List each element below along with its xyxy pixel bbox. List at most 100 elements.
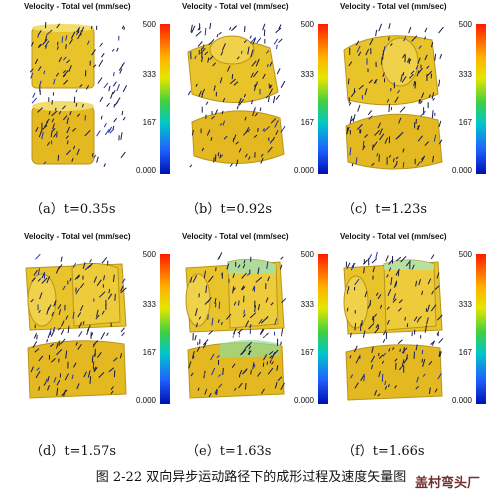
velocity-vector xyxy=(438,26,444,34)
velocity-vector xyxy=(371,346,374,353)
velocity-vector xyxy=(394,96,399,103)
velocity-vector xyxy=(121,110,124,116)
velocity-vector xyxy=(417,57,421,64)
velocity-vector xyxy=(399,106,406,113)
tick-500: 500 xyxy=(142,20,156,29)
velocity-vector xyxy=(272,136,275,141)
velocity-vector xyxy=(93,353,97,357)
velocity-vector xyxy=(79,84,83,88)
velocity-vector xyxy=(217,152,220,157)
velocity-vector xyxy=(249,312,257,319)
velocity-vector xyxy=(44,121,49,128)
velocity-vector xyxy=(375,323,379,328)
velocity-vector xyxy=(31,277,36,282)
velocity-vector xyxy=(122,116,126,121)
velocity-vector xyxy=(372,141,378,148)
velocity-vector xyxy=(280,328,284,337)
velocity-vector xyxy=(51,118,55,123)
velocity-vector xyxy=(242,368,248,374)
velocity-vector xyxy=(209,55,214,60)
velocity-vector xyxy=(109,128,115,134)
velocity-vector xyxy=(100,332,106,340)
velocity-vector xyxy=(279,264,283,270)
velocity-vector xyxy=(396,89,401,94)
velocity-vector xyxy=(201,93,203,98)
velocity-vector xyxy=(65,315,69,320)
velocity-vector xyxy=(408,58,412,63)
velocity-vector xyxy=(106,332,109,336)
velocity-vector xyxy=(249,324,252,329)
tick-0: 0.000 xyxy=(451,396,472,405)
velocity-vector xyxy=(210,137,213,141)
velocity-vector xyxy=(92,64,97,68)
velocity-vector xyxy=(430,254,435,260)
velocity-vector xyxy=(397,307,402,312)
velocity-vector xyxy=(384,385,388,390)
velocity-vector xyxy=(405,260,411,267)
velocity-vector xyxy=(67,325,70,334)
velocity-vector xyxy=(89,376,92,384)
velocity-vector xyxy=(106,102,110,107)
velocity-vector xyxy=(38,309,41,314)
velocity-vector xyxy=(217,319,220,323)
velocity-vector xyxy=(367,253,373,261)
velocity-vector xyxy=(191,129,194,136)
velocity-vector xyxy=(197,26,201,31)
velocity-vector xyxy=(198,316,202,320)
velocity-vector xyxy=(33,269,38,276)
velocity-vector xyxy=(431,92,435,100)
velocity-vector xyxy=(424,141,429,146)
velocity-vector xyxy=(352,114,356,123)
velocity-vector xyxy=(252,109,255,117)
velocity-vector xyxy=(222,120,225,126)
tick-167: 167 xyxy=(142,348,156,357)
velocity-vector xyxy=(255,81,258,86)
velocity-vector xyxy=(401,76,407,83)
velocity-vector xyxy=(201,52,203,58)
velocity-vector xyxy=(123,26,125,31)
velocity-vector xyxy=(221,43,226,51)
colorbar xyxy=(476,254,486,404)
velocity-vector xyxy=(416,161,421,167)
velocity-vector xyxy=(269,355,273,359)
velocity-vector xyxy=(348,61,353,67)
velocity-vector xyxy=(192,355,195,360)
velocity-vector xyxy=(382,72,385,77)
velocity-vector xyxy=(372,315,374,321)
velocity-vector xyxy=(256,37,262,44)
panel-title: Velocity - Total vel (mm/sec) xyxy=(24,2,131,11)
velocity-vector xyxy=(197,41,203,47)
velocity-vector xyxy=(438,79,441,87)
velocity-vector xyxy=(350,266,354,271)
velocity-vector xyxy=(119,353,123,359)
velocity-vector xyxy=(110,390,114,395)
velocity-vector xyxy=(370,355,376,363)
velocity-vector xyxy=(108,126,113,133)
velocity-vector xyxy=(194,55,197,60)
velocity-vector xyxy=(52,326,56,332)
velocity-vector xyxy=(395,160,398,165)
velocity-vector xyxy=(121,332,125,337)
velocity-vector xyxy=(367,110,373,116)
colorbar xyxy=(476,24,486,174)
velocity-vector xyxy=(432,97,435,101)
velocity-vector xyxy=(116,47,119,52)
velocity-vector xyxy=(262,23,266,31)
velocity-vector xyxy=(271,361,274,365)
velocity-vector xyxy=(266,361,269,365)
velocity-vector xyxy=(37,268,41,276)
velocity-vector xyxy=(120,151,126,159)
velocity-vector xyxy=(30,298,34,303)
velocity-vector xyxy=(238,373,241,378)
velocity-vector xyxy=(57,154,60,161)
velocity-vector xyxy=(350,374,354,379)
velocity-vector xyxy=(376,152,379,157)
velocity-vector xyxy=(386,306,390,310)
velocity-vector xyxy=(53,133,57,138)
velocity-vector xyxy=(56,46,59,50)
velocity-vector xyxy=(38,43,42,48)
tick-0: 0.000 xyxy=(451,166,472,175)
velocity-vector xyxy=(35,253,41,260)
tick-500: 500 xyxy=(458,20,472,29)
velocity-vector xyxy=(107,293,113,300)
